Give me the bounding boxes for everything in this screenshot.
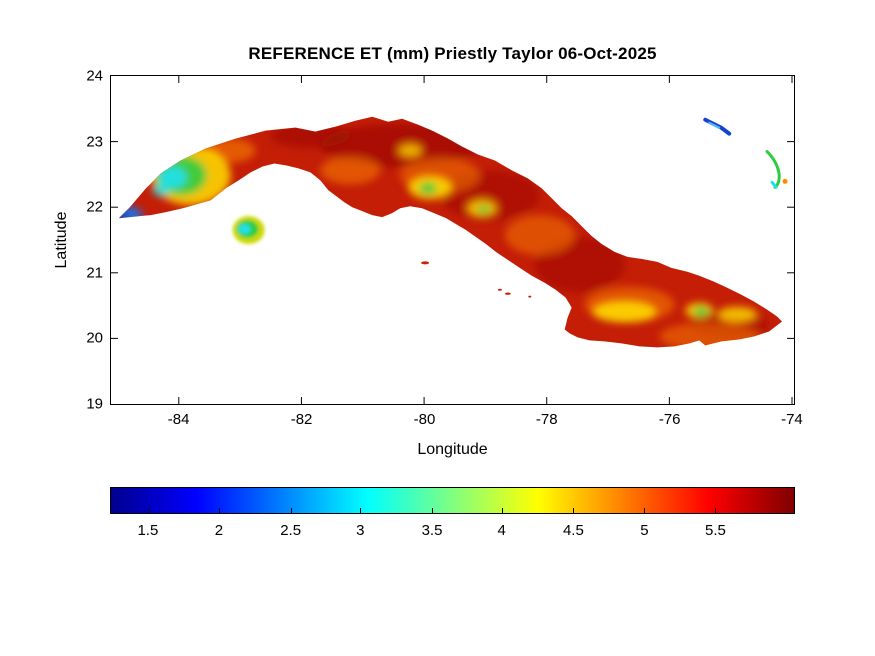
y-axis-label: Latitude	[53, 211, 70, 269]
colorbar-tick-mark	[501, 508, 503, 513]
colorbar-tick-label: 5.5	[705, 522, 726, 539]
x-axis-label: Longitude	[417, 441, 488, 458]
colorbar-tick-mark	[573, 508, 575, 513]
y-tick-label: 24	[86, 67, 103, 85]
colorbar-tick-label: 3.5	[421, 522, 443, 539]
colorbar-tick-mark	[360, 508, 362, 513]
x-tick-label: -82	[290, 411, 313, 428]
colorbar-tick-mark	[715, 508, 717, 513]
colorbar-tick-mark	[290, 508, 292, 513]
isla-de-la-juventud	[232, 216, 265, 244]
x-tick-label: -78	[535, 411, 558, 428]
colorbar-tick-label: 2	[214, 522, 224, 539]
colorbar-tick-label: 5	[640, 522, 649, 539]
colorbar-tick-mark	[218, 508, 220, 513]
colorbar-tick-mark	[147, 508, 149, 513]
offshore-cays	[703, 117, 788, 189]
colorbar: 1.5 2 2.5 3 3.5 4 4.5 5 5.5	[110, 487, 795, 539]
plot-title: REFERENCE ET (mm) Priestly Taylor 06-Oct…	[248, 44, 657, 63]
colorbar-tick-mark	[432, 508, 433, 513]
y-tick-label: 22	[86, 198, 103, 216]
x-tick-label: -76	[658, 411, 681, 428]
colorbar-tick-label: 4.5	[562, 522, 584, 539]
cuba-et-map	[111, 76, 794, 404]
colorbar-gradient	[111, 488, 794, 513]
colorbar-tick-label: 2.5	[280, 522, 302, 539]
x-tick-label: -74	[781, 411, 803, 428]
x-tick-label: -80	[413, 411, 436, 428]
colorbar-tick-label: 3	[356, 522, 365, 539]
y-tick-label: 21	[86, 264, 103, 282]
plot-area: 24 23 22 21 20 19 -84 -82 -80 -78 -76 -7…	[86, 68, 802, 429]
colorbar-tick-label: 4	[497, 522, 506, 539]
colorbar-tick-mark	[644, 508, 646, 513]
x-tick-label: -84	[167, 411, 190, 428]
y-tick-label: 19	[86, 395, 103, 413]
small-islets	[421, 261, 532, 298]
y-tick-label: 20	[86, 329, 103, 347]
y-tick-label: 23	[86, 133, 103, 151]
axis-tick-marks	[111, 76, 794, 404]
colorbar-tick-label: 1.5	[137, 522, 159, 539]
